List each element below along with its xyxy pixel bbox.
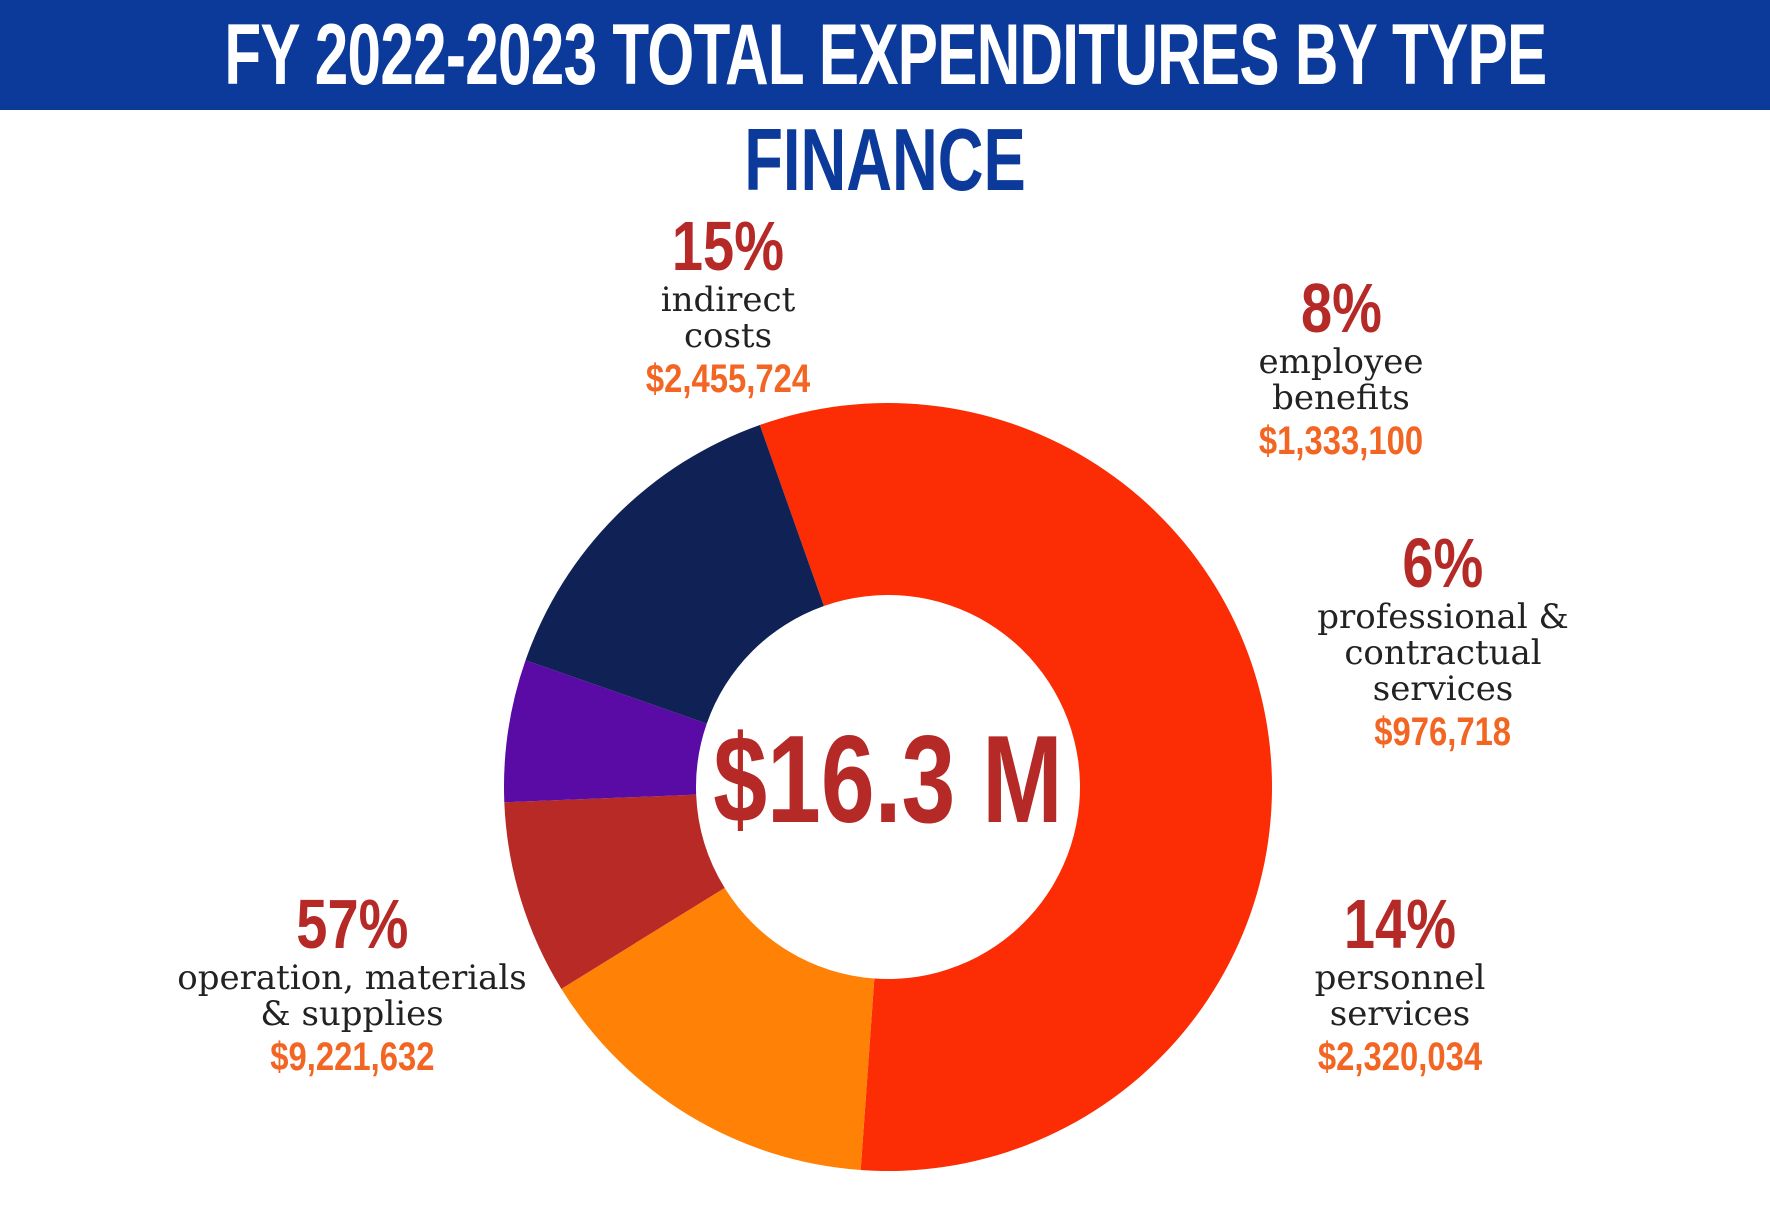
donut-slice-employee-benefits (504, 794, 725, 989)
amount-label: $2,455,724 (645, 357, 811, 401)
chart-subtitle: FINANCE (744, 110, 1026, 209)
category-label: personnel services (1314, 958, 1486, 1034)
label-personnel-services: 14% personnel services $2,320,034 (1300, 888, 1500, 1082)
category-label: indirect costs (660, 280, 796, 356)
label-professional-contractual: 6% professional & contractual services $… (1317, 527, 1569, 757)
percent-label: 14% (1343, 885, 1457, 963)
donut-slice-personnel-services (525, 425, 824, 724)
percent-label: 57% (295, 885, 409, 963)
donut-slice-indirect-costs (561, 887, 875, 1171)
percent-label: 15% (671, 207, 785, 285)
category-label: operation, materials & supplies (177, 958, 527, 1034)
amount-label: $9,221,632 (269, 1035, 435, 1079)
amount-label: $976,718 (1374, 710, 1512, 754)
chart-title: FY 2022-2023 TOTAL EXPENDITURES BY TYPE (223, 6, 1547, 103)
percent-label: 6% (1402, 524, 1484, 602)
donut-slice-professional-contractual-services (504, 660, 707, 803)
amount-label: $1,333,100 (1258, 419, 1424, 463)
label-employee-benefits: 8% employee benefits $1,333,100 (1241, 272, 1441, 466)
label-indirect-costs: 15% indirect costs $2,455,724 (628, 210, 828, 404)
percent-label: 8% (1300, 269, 1382, 347)
amount-label: $2,320,034 (1317, 1035, 1483, 1079)
center-total-label: $16.3 M (713, 711, 1063, 849)
label-operation-materials-supplies: 57% operation, materials & supplies $9,2… (177, 888, 526, 1082)
category-label: professional & contractual services (1317, 597, 1569, 709)
donut-slice-operation-materials-supplies (759, 402, 1273, 1172)
title-banner: FY 2022-2023 TOTAL EXPENDITURES BY TYPE (0, 0, 1770, 110)
category-label: employee benefits (1258, 342, 1424, 418)
